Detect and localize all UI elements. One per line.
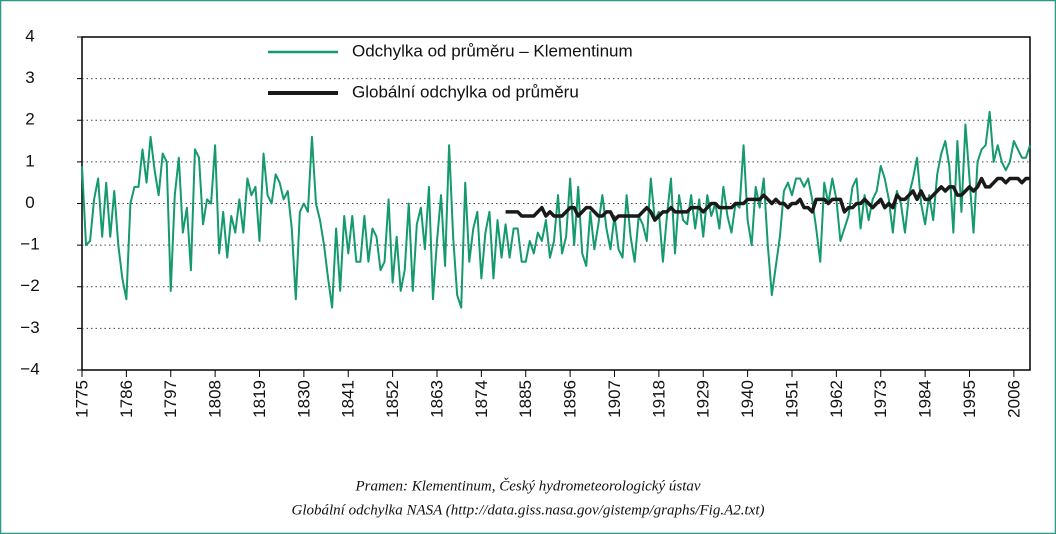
y-tick-label: 1 [25,151,34,170]
y-tick-label: −4 [20,359,39,378]
caption: Globální odchylka NASA (http://data.giss… [291,502,764,518]
x-tick-label: 1808 [206,380,225,418]
x-tick-label: 1962 [827,380,846,418]
y-tick-label: 4 [25,26,34,45]
series-line [81,110,1031,309]
x-tick-label: 1951 [782,380,801,418]
y-tick-label: 0 [25,193,34,212]
y-tick-label: 2 [25,110,34,129]
caption: Pramen: Klementinum, Český hydrometeorol… [354,477,700,494]
x-tick-label: 1863 [427,380,446,418]
x-tick-label: 1786 [117,380,136,418]
x-tick-label: 1852 [383,380,402,418]
x-tick-label: 1929 [694,380,713,418]
x-tick-label: 1984 [916,380,935,418]
x-tick-label: 1907 [605,380,624,418]
x-tick-label: 1775 [72,380,91,418]
x-tick-label: 1918 [649,380,668,418]
series-line [505,176,1030,222]
x-tick-label: 1885 [516,380,535,418]
y-tick-label: 3 [25,68,34,87]
x-tick-label: 1973 [871,380,890,418]
x-tick-label: 1896 [561,380,580,418]
y-tick-label: −2 [20,276,39,295]
x-tick-label: 1940 [738,380,757,418]
y-tick-label: −3 [20,318,39,337]
y-tick-label: −1 [20,235,39,254]
x-tick-label: 2006 [1004,380,1023,418]
x-tick-label: 1797 [161,380,180,418]
x-tick-label: 1995 [960,380,979,418]
x-tick-label: 1819 [250,380,269,418]
x-tick-label: 1830 [294,380,313,418]
legend-label: Odchylka od průměru – Klementinum [352,41,633,60]
legend-label: Globální odchylka od průměru [352,82,579,101]
x-tick-label: 1841 [339,380,358,418]
x-tick-label: 1874 [472,380,491,418]
